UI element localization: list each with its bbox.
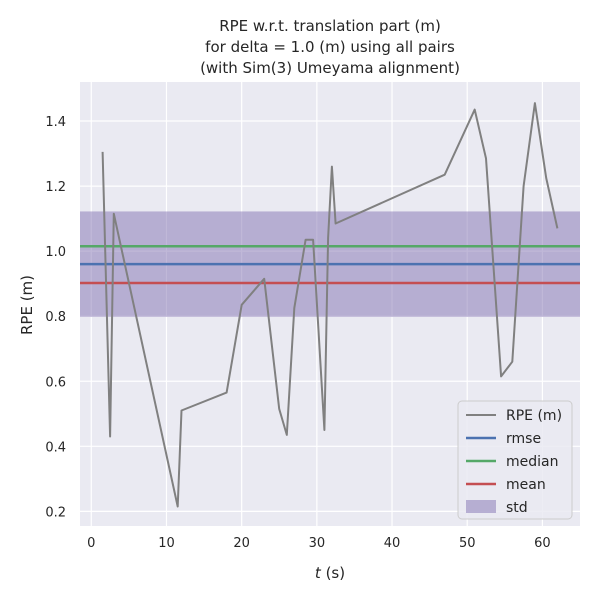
y-tick-label: 1.2 — [45, 180, 66, 195]
y-tick-label: 0.2 — [45, 505, 66, 520]
x-tick-label: 0 — [87, 536, 95, 551]
legend-label-rpe: RPE (m) — [506, 408, 562, 424]
x-tick-label: 20 — [233, 536, 250, 551]
x-tick-labels: 0 10 20 30 40 50 60 — [87, 536, 551, 551]
chart-title-line-1: RPE w.r.t. translation part (m) — [219, 17, 441, 35]
rpe-series-line — [101, 102, 559, 508]
legend-swatch-std — [466, 500, 496, 513]
chart-title-line-2: for delta = 1.0 (m) using all pairs — [205, 38, 455, 56]
x-tick-label: 10 — [158, 536, 175, 551]
y-tick-label: 0.8 — [45, 310, 66, 325]
y-axis-label: RPE (m) — [18, 275, 36, 335]
x-tick-label: 40 — [384, 536, 401, 551]
legend-box — [457, 400, 573, 520]
legend-label-median: median — [506, 454, 558, 470]
y-tick-label: 0.6 — [45, 375, 66, 390]
x-axis-label: t (s) — [315, 564, 345, 582]
legend-label-std: std — [506, 500, 528, 516]
legend-label-rmse: rmse — [506, 431, 541, 447]
x-tick-label: 50 — [459, 536, 476, 551]
x-axis-label-unit: (s) — [321, 564, 345, 582]
chart-title-line-3: (with Sim(3) Umeyama alignment) — [200, 59, 460, 77]
y-tick-labels: 0.2 0.4 0.6 0.8 1.0 1.2 1.4 — [45, 115, 66, 520]
x-tick-label: 30 — [309, 536, 326, 551]
y-tick-label: 1.4 — [45, 115, 66, 130]
x-tick-label: 60 — [534, 536, 551, 551]
legend: RPE (m) rmse median mean std — [457, 400, 573, 520]
y-tick-label: 0.4 — [45, 440, 66, 455]
x-axis-label-variable: t — [315, 564, 322, 582]
legend-label-mean: mean — [506, 477, 546, 493]
y-tick-label: 1.0 — [45, 245, 66, 260]
